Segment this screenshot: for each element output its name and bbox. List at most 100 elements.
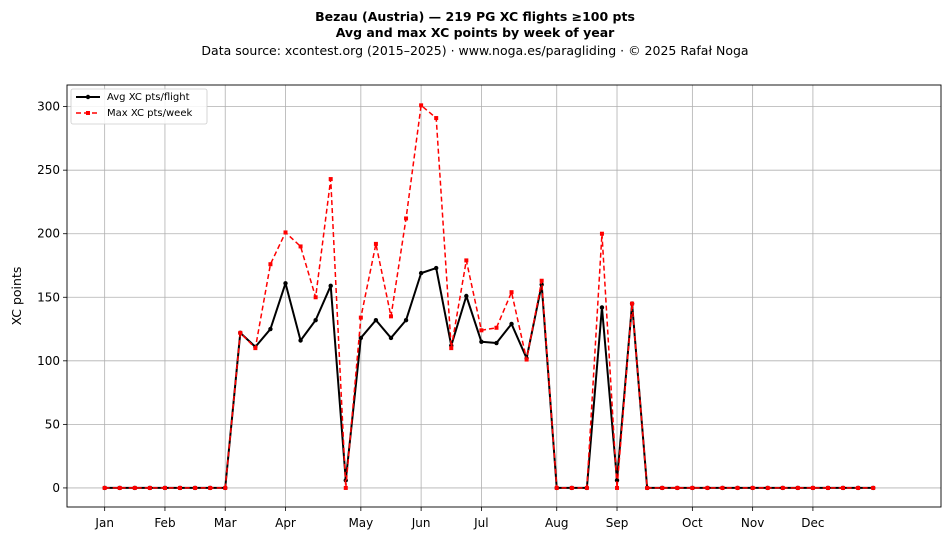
data-point-max <box>509 290 514 295</box>
x-tick-label-apr: Apr <box>275 516 296 530</box>
x-tick-label-dec: Dec <box>801 516 824 530</box>
data-point-max <box>841 485 846 490</box>
y-tick-label: 250 <box>37 163 60 177</box>
data-point-avg <box>388 335 394 341</box>
chart-subtitle: Avg and max XC points by week of year <box>336 25 615 40</box>
data-point-max <box>358 315 363 320</box>
data-point-max <box>705 485 710 490</box>
legend-box <box>70 88 208 125</box>
data-point-avg <box>373 317 379 323</box>
y-tick-label: 100 <box>37 354 60 368</box>
plot-area-frame <box>66 84 942 508</box>
data-point-max <box>404 216 409 221</box>
data-point-max <box>750 485 755 490</box>
data-point-max <box>494 325 499 330</box>
data-point-max <box>147 485 152 490</box>
data-point-max <box>795 485 800 490</box>
data-point-max <box>810 485 815 490</box>
data-point-avg <box>313 317 318 323</box>
x-tick-label-mar: Mar <box>214 516 237 530</box>
data-point-max <box>223 485 228 490</box>
data-point-max <box>735 485 740 490</box>
data-point-max <box>313 295 318 300</box>
x-tick-label-sep: Sep <box>606 516 629 530</box>
legend-label-avg: Avg XC pts/flight <box>107 92 190 103</box>
chart-title: Bezau (Austria) — 219 PG XC flights ≥100… <box>315 9 635 24</box>
legend-marker-avg <box>85 94 91 100</box>
data-point-avg <box>358 335 364 341</box>
data-point-max <box>162 485 167 490</box>
data-point-avg <box>599 305 605 310</box>
chart-source-line: Data source: xcontest.org (2015–2025) · … <box>201 43 748 58</box>
legend-label-max: Max XC pts/week <box>107 108 192 119</box>
data-point-max <box>419 103 424 108</box>
data-point-max <box>298 244 303 249</box>
data-point-max <box>524 357 529 362</box>
y-tick-label: 200 <box>37 227 60 241</box>
data-point-max <box>584 485 589 490</box>
data-point-max <box>675 485 680 490</box>
data-point-max <box>539 278 544 283</box>
y-tick-label: 150 <box>37 290 60 304</box>
data-point-avg <box>268 326 273 332</box>
data-point-max <box>132 485 137 490</box>
x-tick-label-may: May <box>348 516 373 530</box>
data-point-max <box>871 485 876 490</box>
data-point-max <box>117 485 122 490</box>
data-point-max <box>208 485 213 490</box>
data-point-max <box>343 485 348 490</box>
x-tick-label-nov: Nov <box>741 516 764 530</box>
data-point-avg <box>283 281 288 286</box>
data-point-max <box>464 258 469 263</box>
data-point-max <box>178 485 183 490</box>
data-point-max <box>780 485 785 490</box>
data-point-avg <box>403 317 409 323</box>
data-point-max <box>825 485 830 490</box>
y-tick-label: 0 <box>52 481 60 495</box>
data-series <box>102 103 876 491</box>
data-point-avg <box>464 293 469 299</box>
data-point-max <box>645 485 650 490</box>
data-point-avg <box>509 321 514 327</box>
x-tick-label-feb: Feb <box>154 516 175 530</box>
y-tick-label: 50 <box>45 417 60 431</box>
data-point-avg <box>418 270 424 276</box>
x-tick-label-jul: Jul <box>473 516 488 530</box>
data-point-max <box>238 330 243 335</box>
data-point-max <box>569 485 574 490</box>
grid-lines <box>67 85 941 507</box>
data-point-max <box>253 346 258 351</box>
data-point-max <box>479 328 484 333</box>
data-point-max <box>660 485 665 490</box>
legend-marker-max <box>86 111 90 115</box>
x-tick-label-jan: Jan <box>94 516 114 530</box>
data-point-avg <box>479 339 484 344</box>
y-tick-label: 300 <box>37 100 60 114</box>
data-point-max <box>373 241 378 246</box>
legend: Avg XC pts/flight Max XC pts/week <box>70 88 208 125</box>
data-point-max <box>434 116 439 121</box>
y-axis-label: XC points <box>9 267 24 326</box>
data-point-max <box>554 485 559 490</box>
data-point-max <box>615 485 620 490</box>
data-point-max <box>268 262 273 267</box>
data-point-max <box>102 485 107 490</box>
x-axis-ticks: Jan Feb Mar Apr May Jun Jul Aug Sep Oct Nov Dec <box>94 507 825 530</box>
data-point-max <box>856 485 861 490</box>
data-point-avg <box>433 265 439 271</box>
x-tick-label-jun: Jun <box>411 516 431 530</box>
data-point-avg <box>494 340 499 346</box>
data-point-avg <box>328 283 333 289</box>
y-axis-ticks: 0 50 100 150 200 250 300 <box>37 100 67 495</box>
series-line-avg <box>104 267 874 489</box>
x-tick-label-oct: Oct <box>682 516 703 530</box>
data-point-max <box>328 177 333 182</box>
data-point-max <box>449 346 454 351</box>
data-point-max <box>765 485 770 490</box>
data-point-max <box>599 231 604 236</box>
data-point-avg <box>298 338 303 343</box>
data-point-max <box>388 314 393 319</box>
data-point-max <box>720 485 725 490</box>
data-point-max <box>690 485 695 490</box>
